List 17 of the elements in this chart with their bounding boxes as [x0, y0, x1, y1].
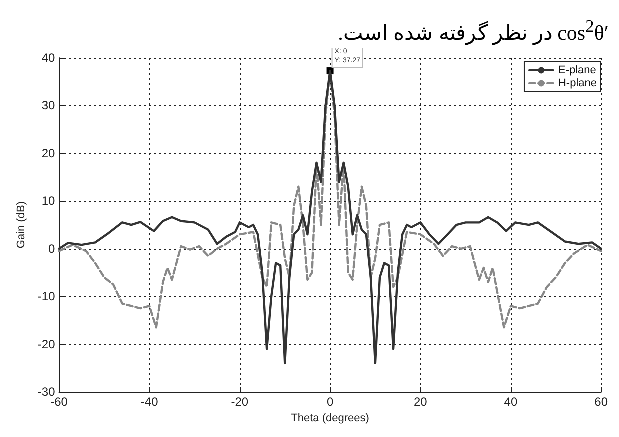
x-tick-label: 20: [414, 395, 428, 410]
x-tick-label: 40: [504, 395, 518, 410]
x-axis-title: Theta (degrees): [291, 412, 370, 424]
y-tick-label: -20: [38, 337, 56, 352]
y-tick-label: 30: [42, 98, 56, 113]
x-tick-label: 60: [594, 395, 608, 410]
x-tick-label: 0: [326, 395, 334, 410]
y-tick-label: 10: [42, 194, 56, 208]
x-tick-label: -40: [140, 395, 159, 410]
x-tick-label: -20: [231, 395, 249, 410]
y-tick-label: 20: [42, 146, 56, 160]
legend-label: E-plane: [558, 64, 596, 76]
y-tick-label: 40: [42, 51, 56, 65]
y-axis-title: Gain (dB): [16, 202, 28, 249]
y-tick-label: 0: [48, 242, 56, 256]
legend-label: H-plane: [558, 78, 598, 90]
y-tick-label: -10: [38, 290, 56, 304]
